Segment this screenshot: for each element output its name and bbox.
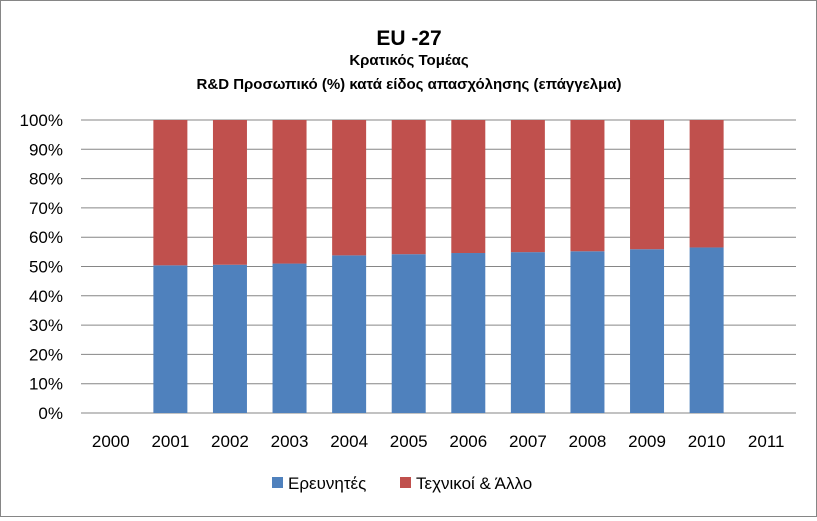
x-tick-label: 2005 [390, 432, 428, 451]
bar-technicians-other [332, 120, 367, 256]
bars [153, 120, 724, 413]
bar-researchers [689, 247, 724, 413]
x-tick-label: 2007 [509, 432, 547, 451]
x-tick-label: 2003 [271, 432, 309, 451]
bar-researchers [570, 251, 605, 413]
x-axis-ticks: 2000 2001 2002 2003 2004 2005 2006 2007 2008 2009… [92, 432, 785, 451]
chart-subtitle-line-2: R&D Προσωπικό (%) κατά είδος απασχόλησης… [197, 76, 622, 93]
legend-swatch-researchers [272, 477, 283, 488]
bar-researchers [451, 253, 486, 413]
y-tick-label: 40% [29, 287, 63, 306]
bar-technicians-other [630, 120, 665, 250]
y-tick-label: 30% [29, 316, 63, 335]
bar-technicians-other [570, 120, 605, 252]
bar-researchers [153, 265, 188, 413]
bar-researchers [332, 255, 367, 413]
y-tick-label: 20% [29, 345, 63, 364]
bar-technicians-other [212, 120, 247, 265]
chart-subtitle-line-1: Κρατικός Τομέας [349, 52, 469, 69]
x-tick-label: 2002 [211, 432, 249, 451]
bar-technicians-other [510, 120, 545, 253]
x-tick-label: 2001 [151, 432, 189, 451]
x-tick-label: 2006 [449, 432, 487, 451]
legend-label-technicians-other: Τεχνικοί & Άλλο [416, 474, 532, 493]
legend-swatch-technicians-other [400, 477, 411, 488]
y-tick-label: 0% [38, 404, 63, 423]
y-axis-ticks: 0% 10% 20% 30% 40% 50% 60% 70% 80% 90% 100% [20, 111, 63, 423]
y-tick-label: 50% [29, 258, 63, 277]
bar-researchers [630, 249, 665, 413]
x-tick-label: 2000 [92, 432, 130, 451]
gridlines [81, 119, 796, 414]
bar-technicians-other [391, 120, 426, 255]
bar-researchers [272, 263, 307, 413]
bar-technicians-other [153, 120, 188, 266]
y-tick-label: 100% [20, 111, 63, 130]
y-tick-label: 10% [29, 375, 63, 394]
bar-technicians-other [272, 120, 307, 264]
bar-technicians-other [689, 120, 724, 248]
x-tick-label: 2009 [628, 432, 666, 451]
y-tick-label: 80% [29, 170, 63, 189]
bar-researchers [510, 252, 545, 413]
x-tick-label: 2004 [330, 432, 368, 451]
y-tick-label: 70% [29, 199, 63, 218]
x-tick-label: 2010 [688, 432, 726, 451]
y-tick-label: 60% [29, 228, 63, 247]
bar-technicians-other [451, 120, 486, 254]
legend: Ερευνητές Τεχνικοί & Άλλο [272, 474, 532, 493]
legend-label-researchers: Ερευνητές [288, 474, 366, 493]
bar-researchers [391, 254, 426, 413]
bar-researchers [212, 264, 247, 413]
x-tick-label: 2011 [748, 432, 785, 451]
y-tick-label: 90% [29, 140, 63, 159]
x-tick-label: 2008 [569, 432, 607, 451]
chart-title: EU -27 [376, 27, 441, 50]
